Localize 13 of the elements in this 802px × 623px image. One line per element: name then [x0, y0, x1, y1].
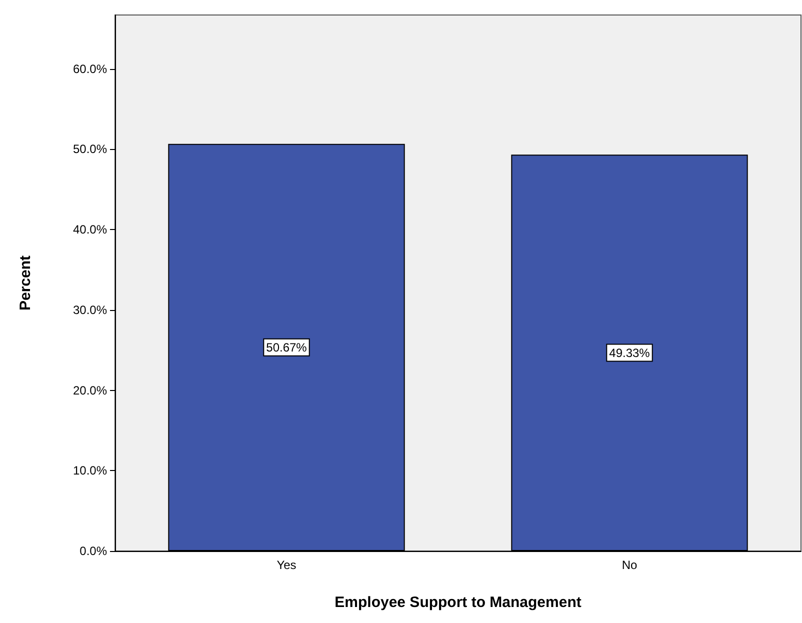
x-tick-label: No	[622, 558, 638, 572]
y-tick-label: 50.0%	[72, 142, 108, 156]
y-tick-label: 60.0%	[72, 62, 108, 76]
y-tick-label: 20.0%	[72, 383, 108, 398]
x-axis-title: Employee Support to Management	[334, 594, 582, 611]
y-tick-label: 10.0%	[72, 464, 108, 478]
y-axis-title: Percent	[17, 255, 34, 311]
y-tick-label: 40.0%	[72, 222, 108, 237]
y-tick-label: 0.0%	[80, 544, 108, 558]
data-label: 49.33%	[609, 346, 650, 360]
y-tick-label: 30.0%	[72, 302, 108, 317]
x-tick-label: Yes	[276, 558, 296, 572]
data-label: 50.67%	[266, 340, 308, 354]
